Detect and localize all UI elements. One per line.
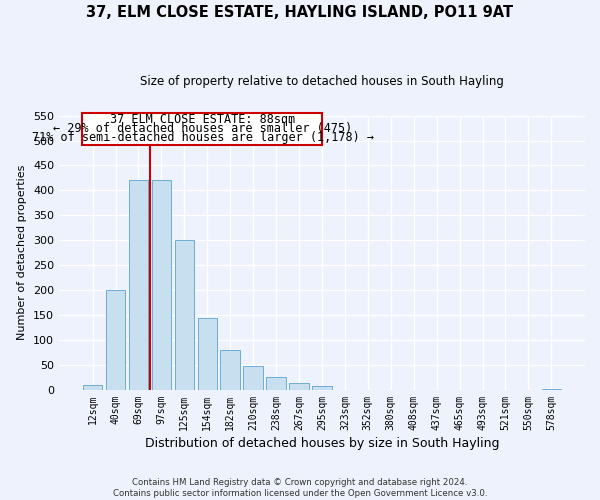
Bar xyxy=(542,389,561,390)
Bar xyxy=(244,366,263,390)
Y-axis label: Number of detached properties: Number of detached properties xyxy=(17,165,28,340)
Bar xyxy=(266,378,286,390)
Bar xyxy=(152,180,171,390)
X-axis label: Distribution of detached houses by size in South Hayling: Distribution of detached houses by size … xyxy=(145,437,499,450)
Text: 71% of semi-detached houses are larger (1,178) →: 71% of semi-detached houses are larger (… xyxy=(32,131,374,144)
Title: Size of property relative to detached houses in South Hayling: Size of property relative to detached ho… xyxy=(140,75,504,88)
Bar xyxy=(220,350,240,390)
Bar xyxy=(106,290,125,390)
Bar xyxy=(175,240,194,390)
Text: ← 29% of detached houses are smaller (475): ← 29% of detached houses are smaller (47… xyxy=(53,122,352,135)
FancyBboxPatch shape xyxy=(82,113,322,146)
Bar xyxy=(83,385,103,390)
Text: Contains HM Land Registry data © Crown copyright and database right 2024.
Contai: Contains HM Land Registry data © Crown c… xyxy=(113,478,487,498)
Bar xyxy=(312,386,332,390)
Text: 37 ELM CLOSE ESTATE: 88sqm: 37 ELM CLOSE ESTATE: 88sqm xyxy=(110,113,295,126)
Bar xyxy=(289,384,309,390)
Bar xyxy=(197,318,217,390)
Bar xyxy=(129,180,148,390)
Text: 37, ELM CLOSE ESTATE, HAYLING ISLAND, PO11 9AT: 37, ELM CLOSE ESTATE, HAYLING ISLAND, PO… xyxy=(86,5,514,20)
